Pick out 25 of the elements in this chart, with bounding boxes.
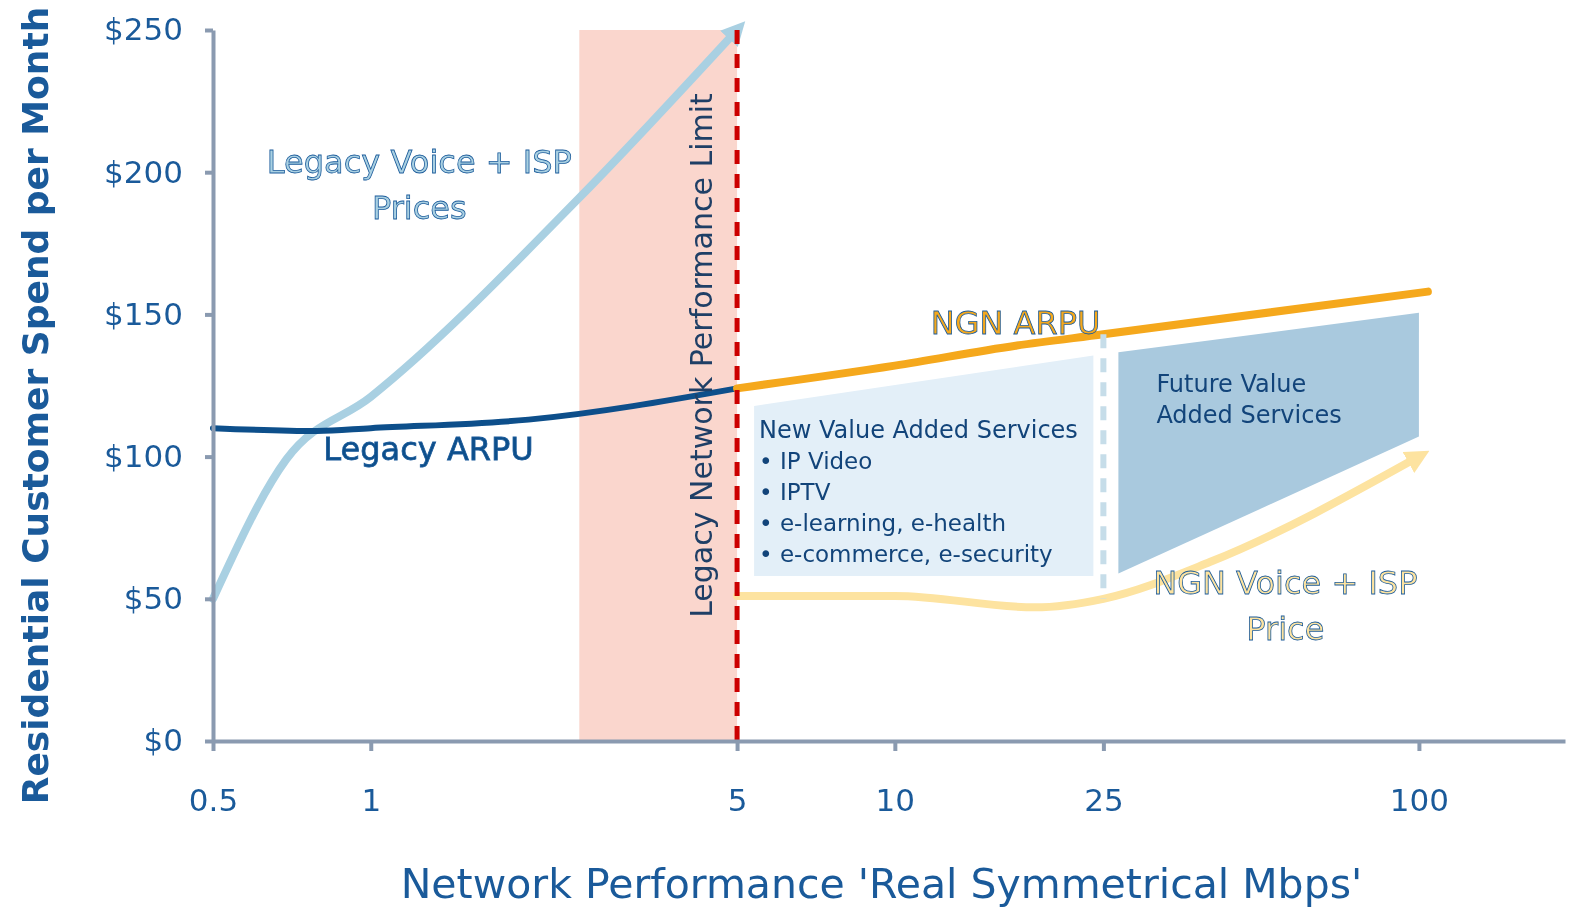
- x-tick-label: 25: [1084, 782, 1124, 819]
- series-label: Legacy Voice + ISP Prices: [266, 142, 572, 227]
- x-tick-label: 100: [1389, 782, 1449, 819]
- y-tick-label: $0: [143, 722, 183, 759]
- y-tick-label: $150: [104, 295, 183, 332]
- y-tick-label: $200: [104, 153, 183, 190]
- x-tick-label: 5: [727, 782, 748, 819]
- annotation: • IP Video: [759, 447, 873, 474]
- series-label: Legacy ARPU: [323, 429, 534, 468]
- y-tick-label: $50: [123, 580, 183, 617]
- y-tick-label: $100: [104, 438, 183, 475]
- series-label: NGN Voice + ISP Price: [1153, 563, 1418, 648]
- y-tick-label: $250: [104, 11, 183, 48]
- annotation: • IPTV: [759, 478, 831, 505]
- y-axis-title: Residential Customer Spend per Month: [15, 6, 56, 805]
- annotation: Future Value Added Services: [1156, 370, 1342, 430]
- annotation: • e-commerce, e-security: [759, 540, 1053, 567]
- annotation: • e-learning, e-health: [759, 509, 1007, 536]
- x-tick-label: 1: [361, 782, 382, 819]
- series-label: NGN ARPU: [930, 303, 1101, 342]
- annotation: New Value Added Services: [759, 415, 1078, 444]
- x-tick-label: 10: [875, 782, 916, 819]
- ref-line-label: Legacy Network Performance Limit: [684, 92, 720, 618]
- x-tick-label: 0.5: [188, 782, 239, 819]
- x-axis-title: Network Performance 'Real Symmetrical Mbps': [400, 860, 1363, 908]
